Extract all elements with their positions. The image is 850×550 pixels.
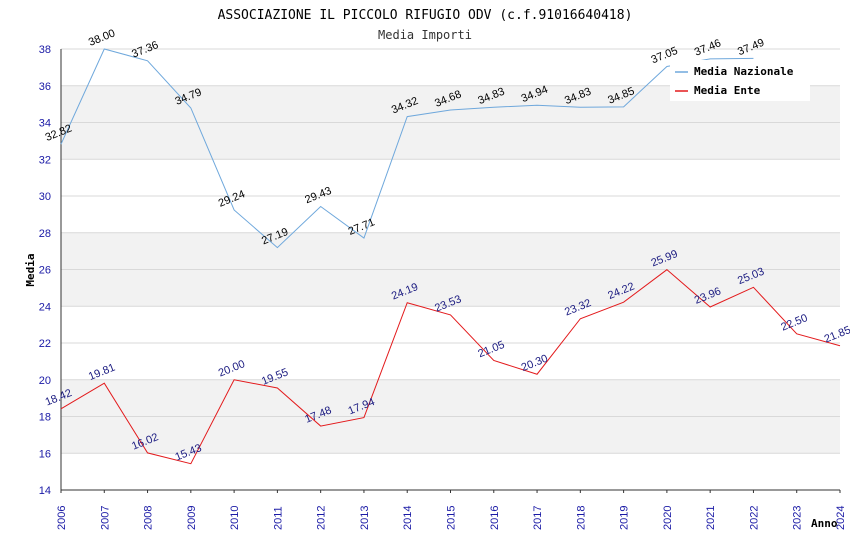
grid-band — [61, 232, 840, 270]
data-label-media-ente: 21.05 — [476, 339, 506, 360]
grid-band — [61, 416, 840, 454]
x-tick-label: 2021 — [705, 506, 717, 530]
y-tick-label: 24 — [39, 301, 51, 313]
series-lines — [60, 48, 841, 465]
y-tick-label: 30 — [39, 191, 51, 203]
y-tick-label: 34 — [39, 118, 51, 130]
x-tick-label: 2024 — [835, 506, 847, 530]
grid-bands — [61, 85, 840, 454]
data-label-media-ente: 21.85 — [823, 324, 850, 345]
chart-title: ASSOCIAZIONE IL PICCOLO RIFUGIO ODV (c.f… — [218, 8, 633, 23]
series-line-media-ente — [60, 269, 841, 465]
x-tick-label: 2022 — [748, 506, 760, 530]
data-label-media-ente: 22.50 — [779, 312, 809, 333]
y-tick-label: 18 — [39, 412, 51, 424]
x-tick-label: 2010 — [229, 506, 241, 530]
legend: Media Nazionale Media Ente — [670, 60, 810, 101]
grid-band — [61, 269, 840, 307]
data-label-media-nazionale: 37.36 — [130, 39, 160, 60]
x-tick-label: 2009 — [186, 506, 198, 530]
legend-label-media-nazionale: Media Nazionale — [694, 65, 794, 78]
data-label-media-ente: 20.00 — [217, 358, 247, 379]
grid-band — [61, 379, 840, 417]
legend-label-media-ente: Media Ente — [694, 84, 761, 97]
x-tick-label: 2012 — [316, 506, 328, 530]
data-label-media-nazionale: 37.46 — [693, 37, 723, 58]
data-label-media-nazionale: 38.00 — [87, 27, 117, 48]
chart-subtitle: Media Importi — [378, 28, 472, 42]
data-label-media-nazionale: 37.49 — [736, 37, 766, 58]
x-tick-label: 2015 — [446, 506, 458, 530]
x-tick-label: 2013 — [359, 506, 371, 530]
data-label-media-nazionale: 29.43 — [303, 185, 333, 206]
x-tick-label: 2011 — [272, 506, 284, 530]
data-label-media-ente: 20.30 — [520, 353, 550, 374]
x-tick-label: 2020 — [662, 506, 674, 530]
data-label-media-nazionale: 29.24 — [217, 188, 247, 209]
grid-band — [61, 122, 840, 160]
x-axis-ticks: 2006 2007 2008 2009 2010 2011 2012 2013 2014 2015… — [56, 506, 847, 530]
x-tick-label: 2019 — [619, 506, 631, 530]
x-tick-label: 2017 — [532, 506, 544, 530]
axes — [60, 49, 841, 493]
x-axis-label: Anno — [811, 517, 838, 530]
y-axis-label: Media — [24, 253, 37, 286]
y-tick-label: 38 — [39, 44, 51, 56]
y-tick-label: 36 — [39, 81, 51, 93]
x-tick-label: 2023 — [792, 506, 804, 530]
y-tick-label: 26 — [39, 265, 51, 277]
y-tick-label: 20 — [39, 375, 51, 387]
legend-box — [670, 60, 810, 101]
x-tick-label: 2007 — [99, 506, 111, 530]
x-tick-label: 2018 — [575, 506, 587, 530]
y-tick-label: 32 — [39, 154, 51, 166]
series-line-media-nazionale — [60, 48, 754, 249]
y-axis-ticks: 14 16 18 20 22 24 26 28 30 32 34 36 38 — [39, 44, 51, 497]
y-tick-label: 22 — [39, 338, 51, 350]
x-tick-label: 2016 — [489, 506, 501, 530]
x-tick-label: 2006 — [56, 506, 68, 530]
y-tick-label: 16 — [39, 448, 51, 460]
x-tick-label: 2014 — [402, 506, 414, 530]
y-tick-label: 14 — [39, 485, 51, 497]
x-tick-label: 2008 — [143, 506, 155, 530]
y-tick-label: 28 — [39, 228, 51, 240]
